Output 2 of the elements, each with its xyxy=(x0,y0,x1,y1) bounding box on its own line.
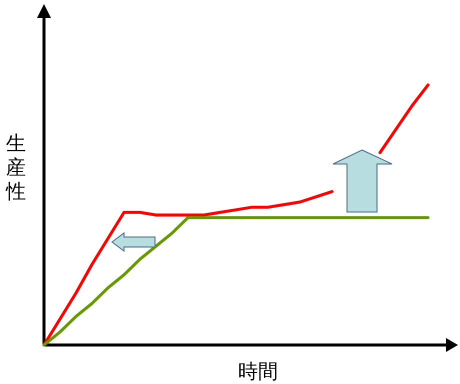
x-axis-title: 時間 xyxy=(238,359,278,383)
y-axis-title: 生産性 xyxy=(5,131,26,203)
